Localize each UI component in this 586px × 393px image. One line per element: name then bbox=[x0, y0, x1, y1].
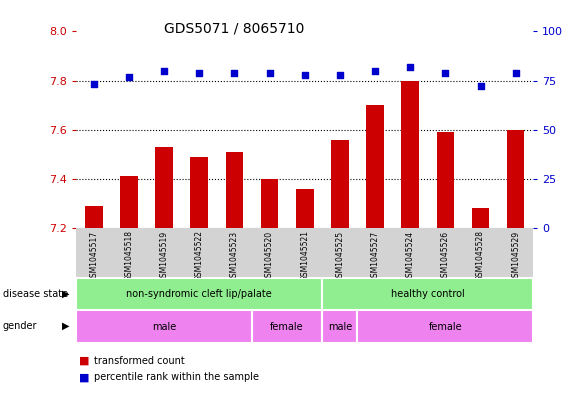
Point bbox=[89, 81, 98, 88]
Bar bbox=[76, 278, 322, 310]
Point bbox=[441, 70, 450, 76]
Point bbox=[195, 70, 204, 76]
Text: GSM1045519: GSM1045519 bbox=[159, 230, 169, 281]
Text: female: female bbox=[270, 321, 304, 332]
Text: male: male bbox=[152, 321, 176, 332]
Point bbox=[370, 68, 380, 74]
Text: GSM1045524: GSM1045524 bbox=[406, 230, 415, 281]
Text: disease state: disease state bbox=[3, 289, 68, 299]
Text: ■: ■ bbox=[79, 372, 90, 382]
Point bbox=[300, 72, 309, 78]
Bar bbox=[296, 189, 314, 228]
Text: GSM1045528: GSM1045528 bbox=[476, 230, 485, 281]
Point bbox=[159, 68, 169, 74]
Text: GSM1045521: GSM1045521 bbox=[300, 230, 309, 281]
Bar bbox=[507, 130, 524, 228]
Bar bbox=[226, 152, 243, 228]
Bar bbox=[76, 310, 252, 343]
Text: healthy control: healthy control bbox=[391, 289, 465, 299]
Text: GSM1045518: GSM1045518 bbox=[124, 230, 134, 281]
Text: gender: gender bbox=[3, 321, 38, 331]
Bar bbox=[357, 310, 533, 343]
Point bbox=[406, 64, 415, 70]
Bar bbox=[252, 310, 322, 343]
Text: GSM1045523: GSM1045523 bbox=[230, 230, 239, 281]
Point bbox=[265, 70, 274, 76]
Bar bbox=[331, 140, 349, 228]
Text: GSM1045520: GSM1045520 bbox=[265, 230, 274, 281]
Text: GSM1045517: GSM1045517 bbox=[89, 230, 98, 281]
Bar bbox=[472, 208, 489, 228]
Bar bbox=[366, 105, 384, 228]
Text: female: female bbox=[428, 321, 462, 332]
Point bbox=[230, 70, 239, 76]
Bar bbox=[85, 206, 103, 228]
Bar bbox=[120, 176, 138, 228]
Text: ▶: ▶ bbox=[62, 321, 69, 331]
Text: GSM1045527: GSM1045527 bbox=[370, 230, 380, 281]
Text: male: male bbox=[328, 321, 352, 332]
Bar bbox=[155, 147, 173, 228]
Text: non-syndromic cleft lip/palate: non-syndromic cleft lip/palate bbox=[127, 289, 272, 299]
Text: ▶: ▶ bbox=[62, 289, 69, 299]
Point bbox=[511, 70, 520, 76]
Text: GSM1045522: GSM1045522 bbox=[195, 230, 204, 281]
Bar bbox=[322, 310, 357, 343]
Point bbox=[124, 73, 134, 80]
Text: GSM1045526: GSM1045526 bbox=[441, 230, 450, 281]
Text: percentile rank within the sample: percentile rank within the sample bbox=[94, 372, 259, 382]
Point bbox=[335, 72, 345, 78]
Text: GSM1045529: GSM1045529 bbox=[511, 230, 520, 281]
Bar bbox=[401, 81, 419, 228]
Text: GDS5071 / 8065710: GDS5071 / 8065710 bbox=[164, 22, 305, 36]
Text: transformed count: transformed count bbox=[94, 356, 185, 366]
Bar bbox=[437, 132, 454, 228]
Bar bbox=[190, 157, 208, 228]
Bar bbox=[322, 278, 533, 310]
Text: GSM1045525: GSM1045525 bbox=[335, 230, 345, 281]
Bar bbox=[261, 179, 278, 228]
Point bbox=[476, 83, 485, 90]
Text: ■: ■ bbox=[79, 356, 90, 366]
